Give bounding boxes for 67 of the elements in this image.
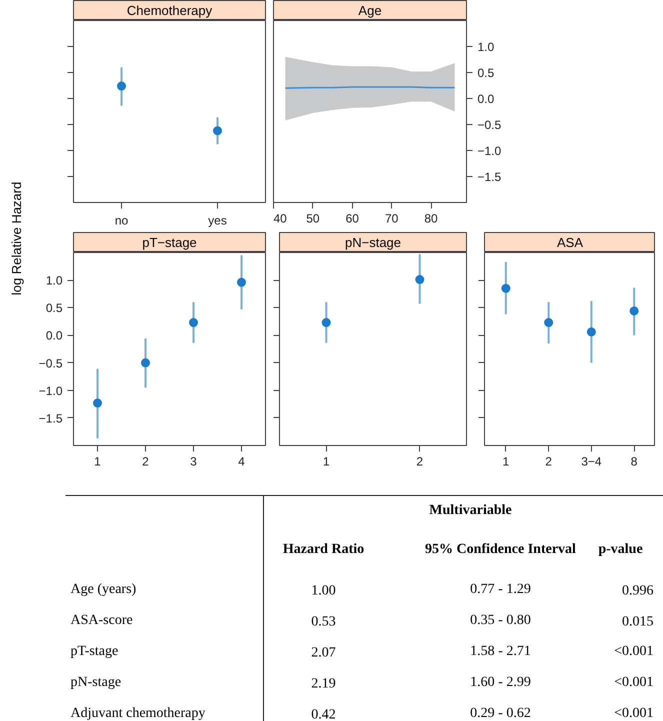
chart-title: ASA	[556, 235, 584, 250]
text: pT-stage	[70, 644, 118, 659]
text: 0.53	[311, 614, 336, 630]
text: 2.19	[311, 676, 336, 692]
point	[630, 306, 639, 316]
text: 0.015	[622, 614, 654, 630]
text: pN-stage	[70, 675, 122, 690]
text: 1.00	[311, 584, 336, 598]
x-tick-label: 4	[238, 454, 246, 468]
text: <0.001	[614, 706, 654, 721]
text: Hazard Ratio	[282, 542, 364, 557]
x-tick-label: 3	[190, 454, 198, 468]
y-tick-label: −0.5	[478, 118, 502, 132]
chart-title: pT−stage	[142, 235, 197, 250]
x-tick-label: 2	[545, 454, 552, 468]
x-tick-label: 70	[384, 212, 399, 226]
point	[237, 278, 246, 287]
text: ASA-score	[70, 613, 133, 628]
text: Adjuvant chemotherapy	[70, 706, 206, 721]
x-tick-label: 1	[322, 454, 330, 468]
x-tick-label: 60	[346, 212, 360, 226]
point	[141, 358, 150, 368]
x-tick-label: 1	[502, 454, 510, 468]
text: 0.35 - 0.80	[470, 613, 531, 628]
y-tick-label: 0.5	[46, 301, 63, 316]
y-tick-label: −1.5	[478, 170, 502, 184]
text: 2.07	[311, 646, 336, 660]
chart-title: pN−stage	[344, 235, 402, 250]
point	[189, 318, 198, 328]
point	[93, 398, 102, 408]
y-tick-label: −1.0	[38, 384, 63, 398]
x-tick-label: yes	[208, 214, 227, 228]
y-tick-label: 0.0	[478, 92, 495, 106]
y-tick-label: 1.0	[46, 274, 63, 288]
y-tick-label: 1.0	[478, 40, 495, 54]
text: 0.996	[622, 584, 654, 598]
text: <0.001	[614, 675, 654, 690]
x-tick-label: 1	[94, 454, 102, 468]
x-tick-label: no	[114, 214, 128, 228]
chart-title: Chemotherapy	[126, 3, 213, 18]
point	[586, 327, 596, 336]
x-tick-label: 50	[306, 212, 320, 226]
y-tick-label: −1.5	[38, 411, 63, 426]
x-tick-label: 3−4	[581, 454, 602, 468]
text: Age (years)	[70, 582, 137, 597]
point	[544, 318, 554, 328]
text: Multivariable	[429, 503, 512, 518]
y-tick-label: 0.5	[478, 66, 495, 80]
y-tick-label: −1.0	[478, 144, 502, 158]
text: <0.001	[614, 644, 654, 659]
x-tick-label: 80	[424, 212, 438, 226]
text: 95% Confidence Interval	[425, 542, 576, 557]
x-tick-label: 2	[416, 454, 424, 468]
text: 0.29 - 0.62	[470, 706, 531, 721]
point	[501, 284, 510, 293]
x-tick-label: 2	[142, 454, 150, 468]
x-tick-label: 40	[274, 212, 288, 226]
y-axis-title: log Relative Hazard	[9, 182, 24, 296]
text: p-value	[598, 542, 643, 557]
chart-title: Age	[358, 3, 382, 18]
text: 1.60 - 2.99	[470, 675, 531, 690]
y-tick-label: 0.0	[46, 328, 63, 343]
text: 1.58 - 2.71	[470, 644, 531, 659]
text: 0.77 - 1.29	[470, 582, 531, 597]
x-tick-label: 8	[630, 454, 638, 468]
y-tick-label: −0.5	[38, 356, 63, 370]
text: 0.42	[311, 708, 336, 721]
